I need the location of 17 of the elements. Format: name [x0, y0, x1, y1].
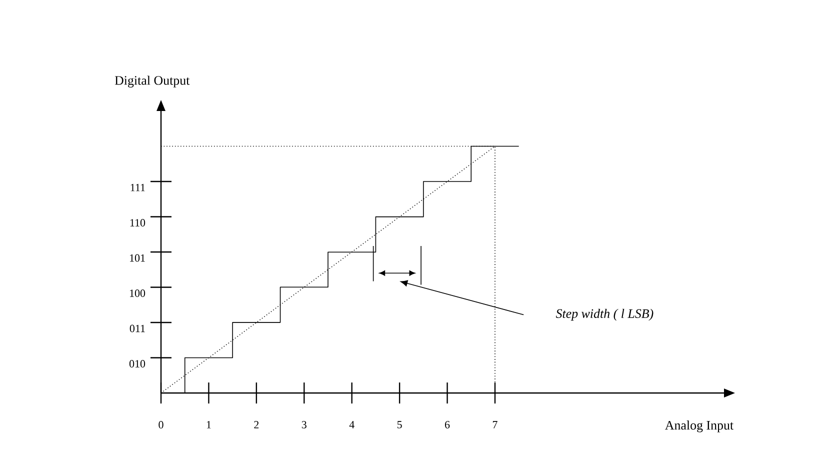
text: 111 — [130, 184, 145, 192]
text: 010 — [129, 360, 146, 368]
annotation: Step width ( l LSB) — [556, 308, 654, 321]
x-tick-label: 7 — [492, 421, 498, 428]
x-tick-label: 5 — [397, 421, 402, 428]
text: 110 — [130, 219, 146, 226]
text: 101 — [130, 254, 145, 262]
x-tick-label: 0 — [158, 421, 164, 428]
text: 011 — [130, 324, 145, 332]
y-axis-title: Digital Output — [114, 76, 190, 88]
x-axis-title: Analog Input — [665, 420, 734, 432]
x-tick-label: 4 — [349, 421, 354, 428]
x-tick-label: 1 — [206, 421, 211, 428]
x-tick-label: 6 — [445, 421, 450, 428]
text: 100 — [130, 290, 146, 297]
x-tick-label: 3 — [302, 421, 306, 428]
x-tick-label: 2 — [254, 421, 259, 428]
